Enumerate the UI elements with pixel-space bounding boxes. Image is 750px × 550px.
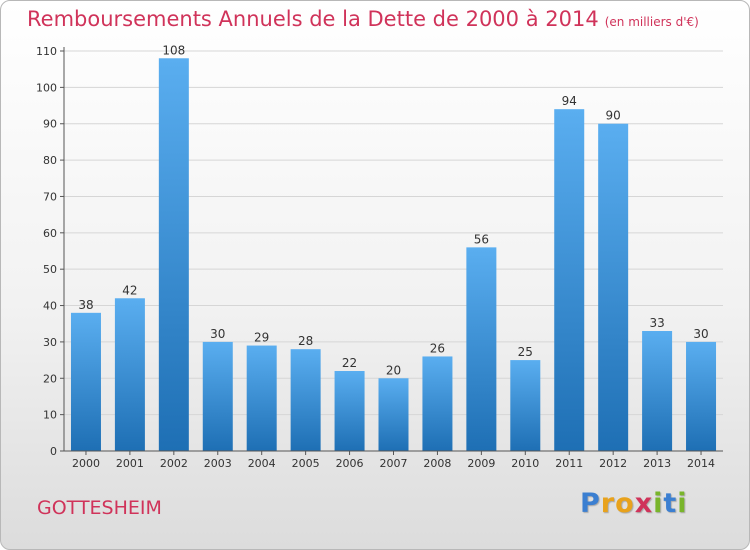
bar-layer: 38 42 108 30 29 28 22 20 26 56 25 94 90 33 30 <box>70 43 717 452</box>
bar-2013[interactable] <box>642 331 673 451</box>
x-tick-label-2004: 2004 <box>248 457 276 470</box>
proxiti-logo[interactable]: Proxiti <box>580 488 688 519</box>
y-tick-label-10: 10 <box>43 409 57 422</box>
bar-2014[interactable] <box>686 341 717 451</box>
y-tick-label-110: 110 <box>36 45 57 58</box>
bar-2003[interactable] <box>202 341 233 451</box>
x-tick-label-2005: 2005 <box>292 457 320 470</box>
logo-letter-2: o <box>615 488 635 519</box>
logo-letter-4: i <box>653 488 664 519</box>
y-tick-label-60: 60 <box>43 227 57 240</box>
bar-2001[interactable] <box>114 298 145 451</box>
bar-2009[interactable] <box>466 247 497 451</box>
city-name: GOTTESHEIM <box>37 497 162 519</box>
y-tick-label-0: 0 <box>50 445 57 458</box>
y-tick-label-80: 80 <box>43 154 57 167</box>
value-label-2012: 90 <box>606 109 621 123</box>
axis-layer: 0 10 20 30 40 50 60 70 80 90 100 110 2000 2001 2002 200… <box>36 45 723 470</box>
x-tick-label-2001: 2001 <box>116 457 144 470</box>
bar-2005[interactable] <box>290 349 321 451</box>
bar-2000[interactable] <box>70 312 101 451</box>
bar-2012[interactable] <box>598 123 629 452</box>
x-tick-label-2013: 2013 <box>643 457 671 470</box>
x-tick-label-2006: 2006 <box>336 457 364 470</box>
x-tick-label-2009: 2009 <box>467 457 495 470</box>
x-tick-label-2008: 2008 <box>423 457 451 470</box>
value-label-2009: 56 <box>474 232 489 246</box>
x-tick-label-2010: 2010 <box>511 457 539 470</box>
value-label-2004: 29 <box>254 331 269 345</box>
y-tick-label-40: 40 <box>43 300 57 313</box>
y-tick-label-100: 100 <box>36 81 57 94</box>
x-tick-label-2003: 2003 <box>204 457 232 470</box>
x-tick-label-2014: 2014 <box>687 457 715 470</box>
x-tick-label-2011: 2011 <box>555 457 583 470</box>
value-label-2006: 22 <box>342 356 357 370</box>
x-tick-label-2000: 2000 <box>72 457 100 470</box>
bar-2011[interactable] <box>554 109 585 451</box>
value-label-2001: 42 <box>122 283 137 297</box>
logo-letter-5: t <box>663 488 678 519</box>
x-tick-label-2007: 2007 <box>380 457 408 470</box>
value-label-2000: 38 <box>78 298 93 312</box>
logo-letter-6: i <box>677 488 688 519</box>
value-label-2010: 25 <box>518 345 533 359</box>
y-tick-label-30: 30 <box>43 336 57 349</box>
value-label-2003: 30 <box>210 327 225 341</box>
bar-2010[interactable] <box>510 360 541 451</box>
y-tick-label-50: 50 <box>43 263 57 276</box>
value-label-2014: 30 <box>693 327 708 341</box>
value-label-2002: 108 <box>162 43 185 57</box>
value-label-2013: 33 <box>649 316 664 330</box>
value-label-2005: 28 <box>298 334 313 348</box>
chart-title-text: Remboursements Annuels de la Dette de 20… <box>27 7 599 31</box>
x-tick-label-2012: 2012 <box>599 457 627 470</box>
bar-2007[interactable] <box>378 378 409 451</box>
y-tick-label-20: 20 <box>43 372 57 385</box>
bar-2002[interactable] <box>158 58 189 451</box>
bar-2006[interactable] <box>334 371 365 451</box>
chart-unit-label: (en milliers d'€) <box>604 15 699 29</box>
value-label-2011: 94 <box>562 94 577 108</box>
bar-2004[interactable] <box>246 345 277 451</box>
x-tick-label-2002: 2002 <box>160 457 188 470</box>
chart-title: Remboursements Annuels de la Dette de 20… <box>27 7 699 31</box>
logo-letter-3: x <box>634 488 654 519</box>
y-tick-label-70: 70 <box>43 190 57 203</box>
logo-letter-0: P <box>580 488 601 519</box>
value-label-2007: 20 <box>386 363 401 377</box>
value-label-2008: 26 <box>430 341 445 355</box>
bar-2008[interactable] <box>422 356 453 451</box>
logo-letter-1: r <box>600 488 616 519</box>
y-tick-label-90: 90 <box>43 118 57 131</box>
